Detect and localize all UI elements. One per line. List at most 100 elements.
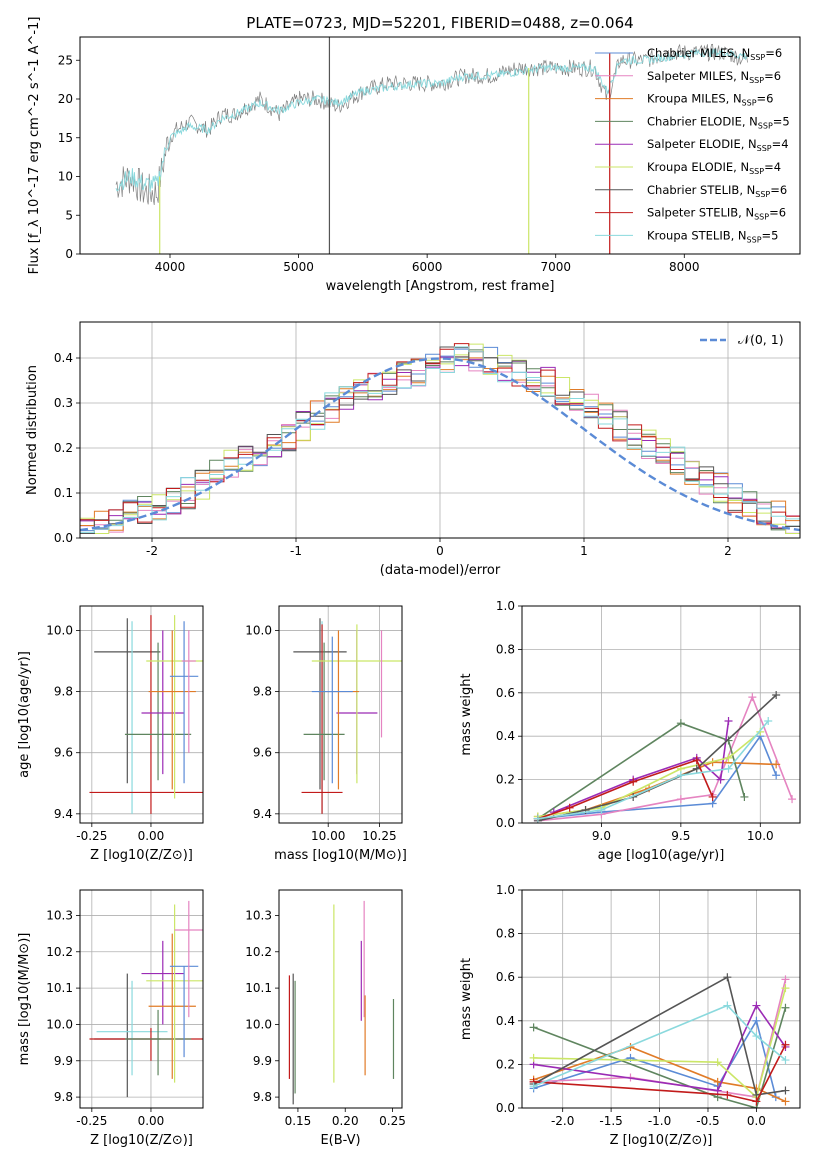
- x-tick-label: -2.0: [551, 1114, 574, 1128]
- x-axis-label: Z [log10(Z/Z⊙)]: [610, 1133, 713, 1148]
- histogram-Kroupa STELIB: [80, 346, 800, 533]
- weight-point-Chabrier STELIB: [781, 1086, 790, 1095]
- weight-line-Salpeter ELODIE: [533, 1003, 787, 1092]
- y-tick-label: 9.9: [54, 1054, 73, 1068]
- legend-entry-tail: =6: [770, 183, 787, 197]
- legend-entry-tail: =4: [772, 137, 789, 151]
- legend-entry-label: Kroupa STELIB, N: [647, 228, 747, 242]
- weight-line-Kroupa ELODIE: [533, 987, 787, 1099]
- weight-line-Chabrier STELIB: [533, 975, 786, 1096]
- legend-entry-sub: SSP: [749, 167, 764, 176]
- weight-point-Chabrier STELIB: [772, 690, 781, 699]
- y-tick-label: 10.3: [245, 908, 272, 922]
- y-tick-label: 5: [65, 208, 73, 222]
- x-tick-label: 0.15: [285, 1114, 312, 1128]
- y-tick-label: 0.0: [496, 816, 515, 830]
- weight-point-Kroupa MILES: [781, 1097, 790, 1106]
- x-tick-label: -2: [146, 544, 158, 558]
- y-tick-label: 1.0: [496, 599, 515, 613]
- plot-area: [89, 900, 203, 1098]
- weight-point-Kroupa MILES: [772, 760, 781, 769]
- y-tick-label: 0.8: [496, 642, 515, 656]
- weight-point-Kroupa MILES: [713, 1077, 722, 1086]
- weight-point-Kroupa STELIB: [724, 764, 733, 773]
- weight-point-Salpeter STELIB: [692, 756, 701, 765]
- y-tick-label: 0.4: [54, 351, 73, 365]
- legend-entry-tail: =6: [764, 69, 781, 83]
- weight-point-Chabrier MILES: [772, 771, 781, 780]
- legend-entry-label: Salpeter STELIB, N: [647, 206, 754, 220]
- y-tick-label: 10.2: [46, 945, 73, 959]
- weight-line-Chabrier ELODIE: [537, 722, 746, 820]
- weight-point-Chabrier STELIB: [723, 973, 732, 982]
- axes-frame: [79, 605, 204, 824]
- y-tick-label: 0.6: [496, 970, 515, 984]
- spectrum-panel: 4000 5000 6000 7000 8000 0 5 10 15 20 25 wavelength…: [27, 17, 801, 294]
- x-tick-label: 0.0: [747, 1114, 766, 1128]
- y-tick-label: 9.6: [54, 746, 73, 760]
- y-axis-label: age [log10(age/yr)]: [17, 651, 32, 778]
- plot-area: [80, 343, 800, 534]
- y-tick-label: 0.0: [54, 531, 73, 545]
- legend-entry-sub: SSP: [750, 53, 765, 62]
- mass-ebv-panel: 0.15 0.20 0.25 9.8 9.9 10.0 10.1 10.2 10.3 E(B-V): [245, 889, 406, 1148]
- weight-line-Salpeter STELIB: [533, 1044, 787, 1103]
- legend-entry-tail: =5: [773, 114, 790, 128]
- axes-frame: [79, 889, 204, 1109]
- weight-line-Kroupa STELIB: [533, 1004, 787, 1087]
- y-tick-label: 10.0: [245, 623, 272, 637]
- weight-z-panel: -2.0 -1.5 -1.0 -0.5 0.0 0.0 0.2 0.4 0.6 0.8 1.0 Z […: [459, 883, 801, 1148]
- y-axis-label: Normed distribution: [25, 365, 40, 495]
- x-tick-label: 0.00: [138, 829, 165, 843]
- plot-area: [288, 900, 395, 1105]
- weight-age-panel: 9.0 9.5 10.0 0.0 0.2 0.4 0.6 0.8 1.0 age [log10(a…: [459, 599, 801, 863]
- y-tick-label: 10.0: [245, 1017, 272, 1031]
- legend-entry-sub: SSP: [755, 190, 770, 199]
- age-z-panel: -0.25 0.00 9.4 9.6 9.8 10.0 Z [log10(Z/Z⊙)] age…: [17, 605, 204, 863]
- x-tick-label: 5000: [283, 260, 314, 274]
- y-tick-label: 9.6: [253, 746, 272, 760]
- y-tick-label: 9.4: [253, 807, 272, 821]
- x-tick-label: 0.00: [138, 1114, 165, 1128]
- legend-entry: Salpeter MILES, NSSP=6: [647, 69, 781, 85]
- y-tick-label: 0.4: [496, 729, 515, 743]
- y-tick-label: 0.3: [54, 396, 73, 410]
- legend-entry-label: Kroupa ELODIE, N: [647, 160, 749, 174]
- weight-point-Kroupa ELODIE: [756, 727, 765, 736]
- y-tick-label: 1.0: [496, 883, 515, 897]
- weight-point-Kroupa ELODIE: [713, 1058, 722, 1067]
- weight-point-Salpeter ELODIE: [752, 1001, 761, 1010]
- weight-point-Kroupa STELIB: [533, 814, 542, 823]
- weight-point-Salpeter MILES: [748, 693, 757, 702]
- legend-entry-label: Chabrier MILES, N: [647, 46, 750, 60]
- x-tick-label: 2: [724, 544, 732, 558]
- weight-point-Salpeter STELIB: [752, 1097, 761, 1106]
- y-tick-label: 0.2: [496, 773, 515, 787]
- y-axis-label: mass weight: [459, 673, 474, 755]
- y-tick-label: 10.1: [46, 981, 73, 995]
- weight-point-Salpeter MILES: [781, 975, 790, 984]
- weight-point-Salpeter STELIB: [781, 1040, 790, 1049]
- y-tick-label: 15: [58, 131, 73, 145]
- legend-entry: 𝒩(0, 1): [738, 332, 784, 347]
- x-tick-label: -0.5: [696, 1114, 719, 1128]
- x-tick-label: 0.25: [379, 1114, 406, 1128]
- y-tick-label: 10.2: [245, 945, 272, 959]
- y-tick-label: 10.0: [46, 1017, 73, 1031]
- legend-entry-sub: SSP: [758, 121, 773, 130]
- weight-point-Chabrier STELIB: [692, 764, 701, 773]
- y-axis-label: Flux [f_λ 10^-17 erg cm^-2 s^-1 A^-1]: [27, 17, 42, 275]
- y-tick-label: 0.2: [496, 1057, 515, 1071]
- histogram-Salpeter STELIB: [80, 343, 800, 524]
- y-tick-label: 0.4: [496, 1014, 515, 1028]
- y-tick-label: 0.2: [54, 441, 73, 455]
- y-tick-label: 10.0: [46, 623, 73, 637]
- y-tick-label: 0: [65, 247, 73, 261]
- axes-frame: [79, 321, 801, 539]
- plot-area: [529, 973, 790, 1108]
- legend-entry-label: Kroupa MILES, N: [647, 92, 742, 106]
- legend-entry: Chabrier STELIB, NSSP=6: [647, 183, 787, 199]
- legend-entry: Chabrier MILES, NSSP=6: [647, 46, 782, 62]
- x-axis-label: age [log10(age/yr)]: [598, 848, 725, 863]
